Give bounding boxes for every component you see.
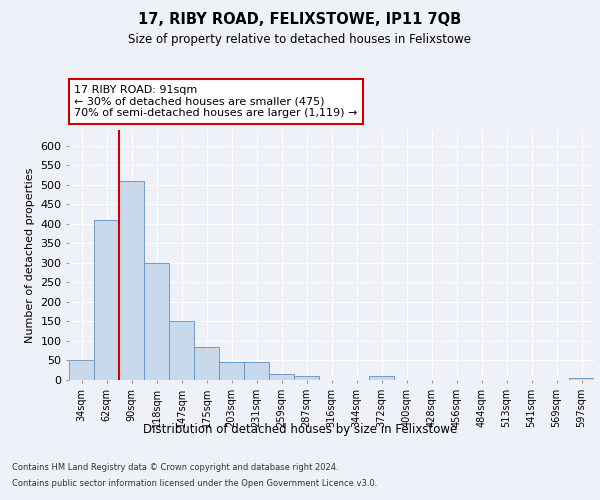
Bar — [369, 376, 394, 380]
Bar — [244, 362, 269, 380]
Text: Contains public sector information licensed under the Open Government Licence v3: Contains public sector information licen… — [12, 479, 377, 488]
Text: Size of property relative to detached houses in Felixstowe: Size of property relative to detached ho… — [128, 32, 472, 46]
Bar — [119, 181, 144, 380]
Bar — [94, 220, 119, 380]
Text: Distribution of detached houses by size in Felixstowe: Distribution of detached houses by size … — [143, 422, 457, 436]
Bar — [569, 378, 594, 380]
Text: 17, RIBY ROAD, FELIXSTOWE, IP11 7QB: 17, RIBY ROAD, FELIXSTOWE, IP11 7QB — [139, 12, 461, 28]
Text: 17 RIBY ROAD: 91sqm
← 30% of detached houses are smaller (475)
70% of semi-detac: 17 RIBY ROAD: 91sqm ← 30% of detached ho… — [74, 85, 358, 118]
Y-axis label: Number of detached properties: Number of detached properties — [25, 168, 35, 342]
Text: Contains HM Land Registry data © Crown copyright and database right 2024.: Contains HM Land Registry data © Crown c… — [12, 462, 338, 471]
Bar — [219, 362, 244, 380]
Bar — [69, 360, 94, 380]
Bar — [169, 322, 194, 380]
Bar — [194, 347, 219, 380]
Bar — [269, 374, 294, 380]
Bar — [294, 376, 319, 380]
Bar — [144, 263, 169, 380]
